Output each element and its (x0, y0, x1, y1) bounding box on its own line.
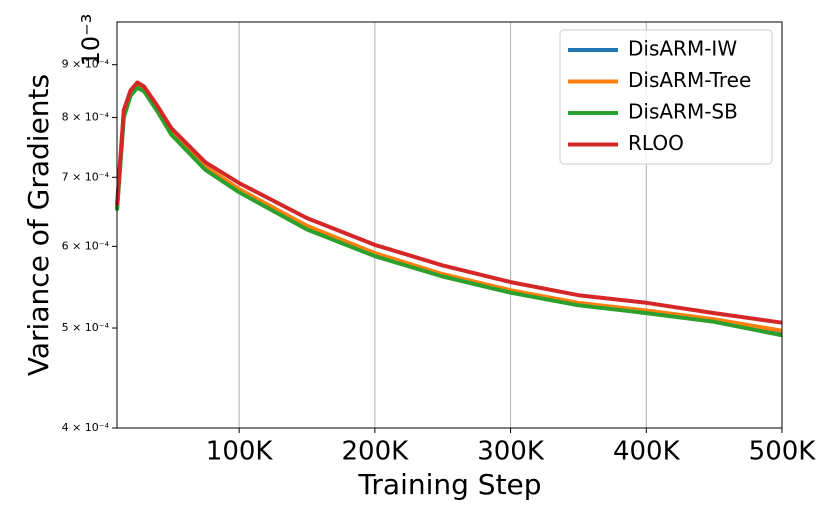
y-axis-label: Variance of Gradients (22, 74, 55, 376)
legend-label: DisARM-SB (628, 100, 738, 124)
x-axis-label: Training Step (357, 468, 541, 501)
y-tick-label: 4 × 10⁻⁴ (62, 421, 110, 434)
legend-label: DisARM-IW (628, 37, 737, 61)
y-tick-label: 7 × 10⁻⁴ (62, 170, 110, 183)
x-tick-label: 100K (206, 437, 274, 467)
y-offset-label: 10⁻³ (77, 14, 105, 67)
plot-frame (116, 21, 783, 429)
series-line (115, 80, 783, 325)
x-tick-label: 200K (342, 437, 410, 467)
y-tick-label: 5 × 10⁻⁴ (62, 321, 110, 334)
y-tick-label: 8 × 10⁻⁴ (62, 110, 110, 123)
x-tick-label: 500K (749, 437, 817, 467)
legend-box (559, 29, 773, 165)
legend-label: DisARM-Tree (628, 68, 751, 92)
x-tick-label: 400K (613, 437, 681, 467)
series-line (115, 85, 783, 338)
y-tick-label: 6 × 10⁻⁴ (62, 239, 110, 252)
y-tick-label: 9 × 10⁻⁴ (62, 58, 110, 71)
x-tick-label: 300K (477, 437, 545, 467)
legend-label: RLOO (628, 131, 684, 155)
